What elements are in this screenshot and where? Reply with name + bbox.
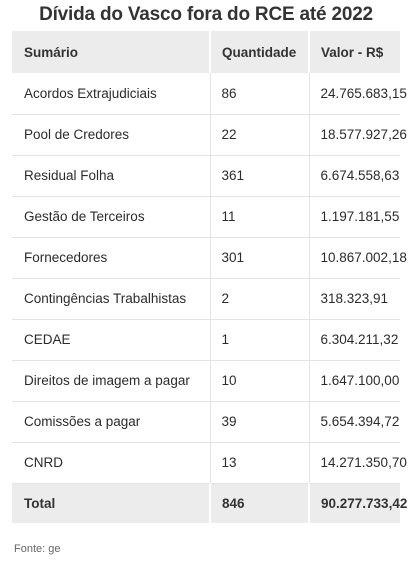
row-label: CNRD (12, 442, 211, 483)
table-row: Comissões a pagar 39 5.654.394,72 (12, 401, 400, 442)
table-row: CNRD 13 14.271.350,70 (12, 442, 407, 483)
header-summary: Sumário (12, 31, 211, 73)
row-value: 1.647.100,00 (320, 373, 400, 388)
row-quantity: 22 (210, 114, 310, 155)
header-value: Valor - R$ (321, 44, 384, 60)
row-label: Comissões a pagar (12, 401, 211, 442)
row-label: CEDAE (12, 319, 211, 360)
row-label: Direitos de imagem a pagar (12, 360, 211, 401)
row-quantity: 10 (210, 360, 310, 401)
header-quantity: Quantidade (210, 31, 310, 73)
table-row: Acordos Extrajudiciais 86 24.765.683,15 (12, 73, 407, 114)
table-row: Residual Folha 361 6.674.558,63 (12, 155, 400, 196)
row-quantity: 11 (210, 196, 310, 237)
row-label: Pool de Credores (12, 114, 211, 155)
row-quantity: 1 (210, 319, 310, 360)
row-value: 1.197.181,55 (320, 209, 400, 224)
row-value: 6.674.558,63 (320, 168, 400, 183)
row-quantity: 86 (210, 73, 310, 114)
row-label: Fornecedores (12, 237, 211, 278)
source-note: Fonte: ge (14, 543, 61, 555)
row-quantity: 2 (210, 278, 310, 319)
table-title: Dívida do Vasco fora do RCE até 2022 (39, 4, 373, 25)
table-row: CEDAE 1 6.304.211,32 (12, 319, 400, 360)
row-quantity: 361 (210, 155, 310, 196)
row-label: Contingências Trabalhistas (12, 278, 211, 319)
row-value: 5.654.394,72 (320, 414, 400, 429)
row-value: 18.577.927,26 (320, 127, 407, 142)
table-row: Fornecedores 301 10.867.002,18 (12, 237, 407, 278)
row-quantity: 39 (210, 401, 310, 442)
total-quantity: 846 (210, 483, 310, 523)
header-row: Sumário Quantidade Valor - R$ (12, 31, 400, 73)
row-value: 318.323,91 (320, 291, 389, 306)
row-value: 14.271.350,70 (320, 455, 407, 470)
table-footer: Total 846 90.277.733,42 (12, 483, 408, 523)
row-label: Residual Folha (12, 155, 211, 196)
row-label: Acordos Extrajudiciais (12, 73, 211, 114)
row-value: 10.867.002,18 (320, 250, 407, 265)
row-quantity: 13 (210, 442, 310, 483)
row-value: 6.304.211,32 (320, 332, 399, 347)
table-row: Contingências Trabalhistas 2 318.323,91 (12, 278, 400, 319)
table-row: Pool de Credores 22 18.577.927,26 (12, 114, 407, 155)
table-header: Sumário Quantidade Valor - R$ (12, 31, 400, 73)
total-value: 90.277.733,42 (321, 495, 408, 511)
table-body: Acordos Extrajudiciais 86 24.765.683,15 … (12, 73, 407, 483)
debt-table: Sumário Quantidade Valor - R$ Acordos Ex… (12, 31, 408, 523)
total-row: Total 846 90.277.733,42 (12, 483, 408, 523)
row-quantity: 301 (210, 237, 310, 278)
table-row: Gestão de Terceiros 11 1.197.181,55 (12, 196, 400, 237)
row-label: Gestão de Terceiros (12, 196, 211, 237)
table-row: Direitos de imagem a pagar 10 1.647.100,… (12, 360, 400, 401)
row-value: 24.765.683,15 (320, 85, 407, 101)
total-label: Total (12, 483, 211, 523)
